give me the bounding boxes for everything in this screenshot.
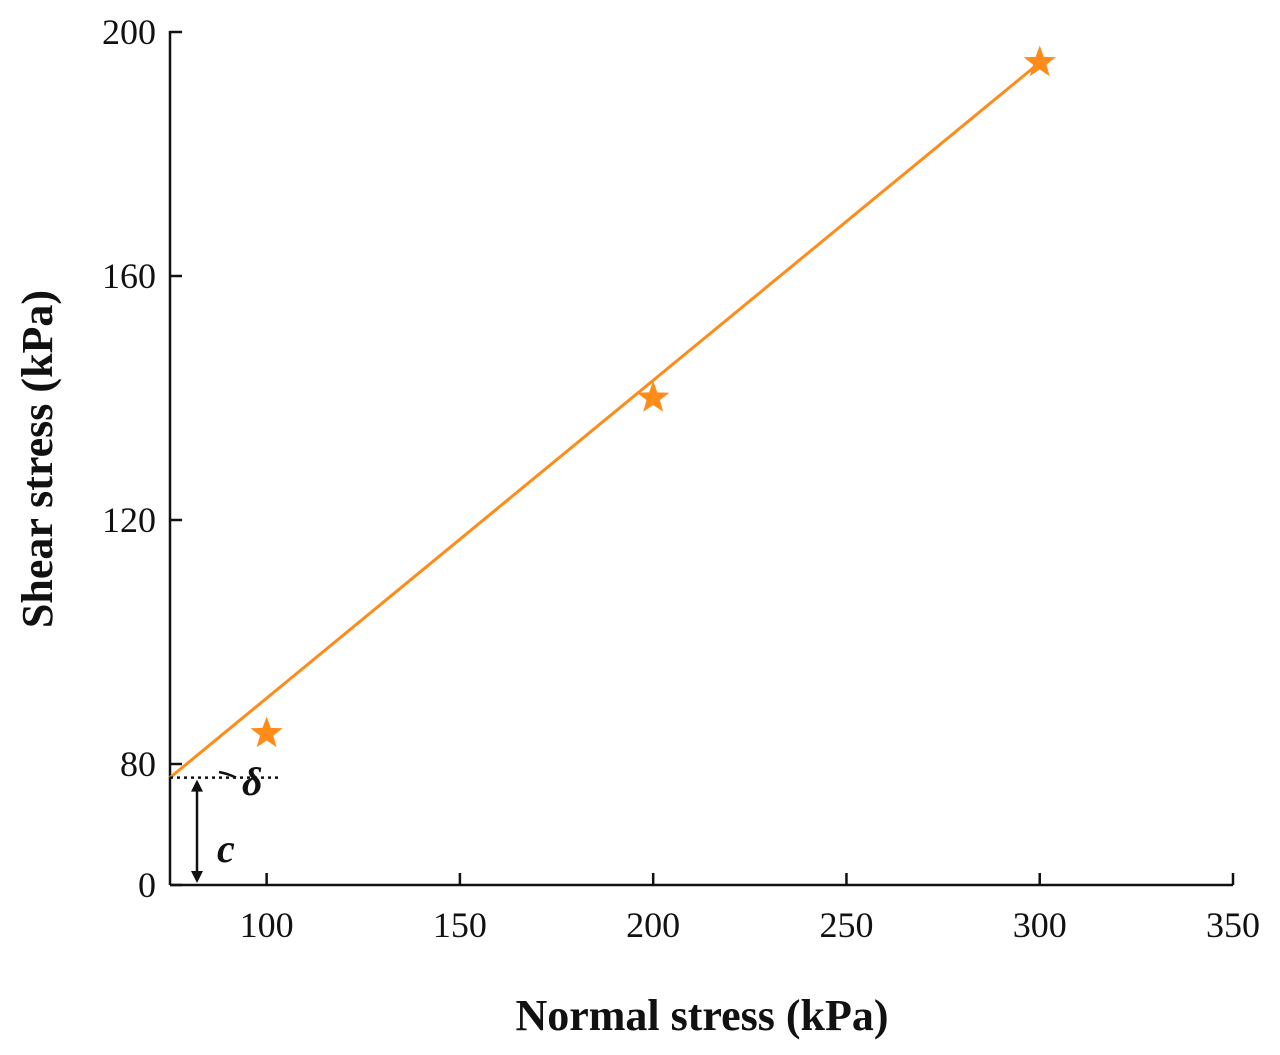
fit-line (169, 61, 1041, 779)
x-axis-title: Normal stress (kPa) (515, 991, 888, 1040)
cohesion-label: c (217, 826, 235, 871)
y-axis-title: Shear stress (kPa) (13, 290, 62, 628)
cohesion-arrow-down (191, 871, 203, 883)
annotations: cδ (170, 759, 278, 883)
x-tick-label-350: 350 (1206, 905, 1260, 945)
star-marker-300 (1023, 45, 1056, 77)
x-tick-label-100: 100 (240, 905, 294, 945)
y-tick-label-200: 200 (102, 12, 156, 52)
friction-angle-arc (218, 770, 237, 779)
y-tick-label-80: 80 (120, 744, 156, 784)
axes (168, 31, 1233, 887)
ticks: 100 150 200 250 300 350 0 80 120 160 200 (102, 12, 1260, 945)
x-tick-label-200: 200 (626, 905, 680, 945)
y-tick-label-0: 0 (138, 865, 156, 905)
x-tick-label-150: 150 (433, 905, 487, 945)
friction-angle-label: δ (242, 759, 263, 804)
star-marker-200 (637, 381, 670, 412)
y-tick-label-160: 160 (102, 256, 156, 296)
x-tick-label-250: 250 (819, 905, 873, 945)
cohesion-arrow-up (191, 779, 203, 792)
fit-line-group (169, 61, 1041, 779)
star-marker-100 (250, 716, 283, 748)
data-markers (250, 45, 1056, 748)
y-tick-label-120: 120 (102, 500, 156, 540)
x-tick-label-300: 300 (1013, 905, 1067, 945)
